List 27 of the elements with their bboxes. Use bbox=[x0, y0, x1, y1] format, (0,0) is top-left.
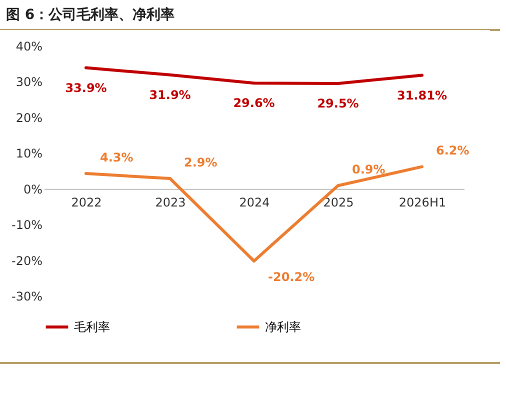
y-tick-label: 40% bbox=[16, 40, 42, 54]
chart-title: 图 6：公司毛利率、净利率 bbox=[6, 6, 175, 24]
y-tick-label: 0% bbox=[23, 182, 42, 196]
data-label: 33.9% bbox=[65, 80, 107, 95]
data-label: 31.9% bbox=[149, 88, 191, 102]
x-tick-label: 2024 bbox=[239, 195, 270, 210]
x-tick-label: 2026H1 bbox=[398, 195, 446, 210]
x-tick-label: 2025 bbox=[323, 195, 354, 210]
data-label: 29.5% bbox=[317, 96, 359, 110]
x-tick-label: 2022 bbox=[71, 195, 102, 210]
data-label: 6.2% bbox=[436, 144, 470, 158]
data-label: -20.2% bbox=[268, 270, 315, 284]
y-tick-label: -30% bbox=[11, 290, 42, 304]
data-label: 2.9% bbox=[184, 156, 218, 170]
data-label: 0.9% bbox=[352, 162, 386, 177]
data-label: 4.3% bbox=[100, 150, 134, 164]
y-tick-label: 30% bbox=[16, 75, 42, 90]
y-tick-label: -10% bbox=[11, 218, 42, 232]
legend-label: 毛利率 bbox=[74, 320, 110, 334]
data-label: 31.81% bbox=[397, 88, 447, 102]
legend-label: 净利率 bbox=[265, 320, 301, 334]
data-label: 29.6% bbox=[233, 96, 275, 110]
line-series bbox=[84, 66, 424, 85]
y-tick-label: 20% bbox=[16, 110, 42, 125]
x-tick-label: 2023 bbox=[155, 195, 186, 210]
y-tick-label: -20% bbox=[11, 254, 42, 268]
y-tick-label: 10% bbox=[16, 146, 42, 161]
